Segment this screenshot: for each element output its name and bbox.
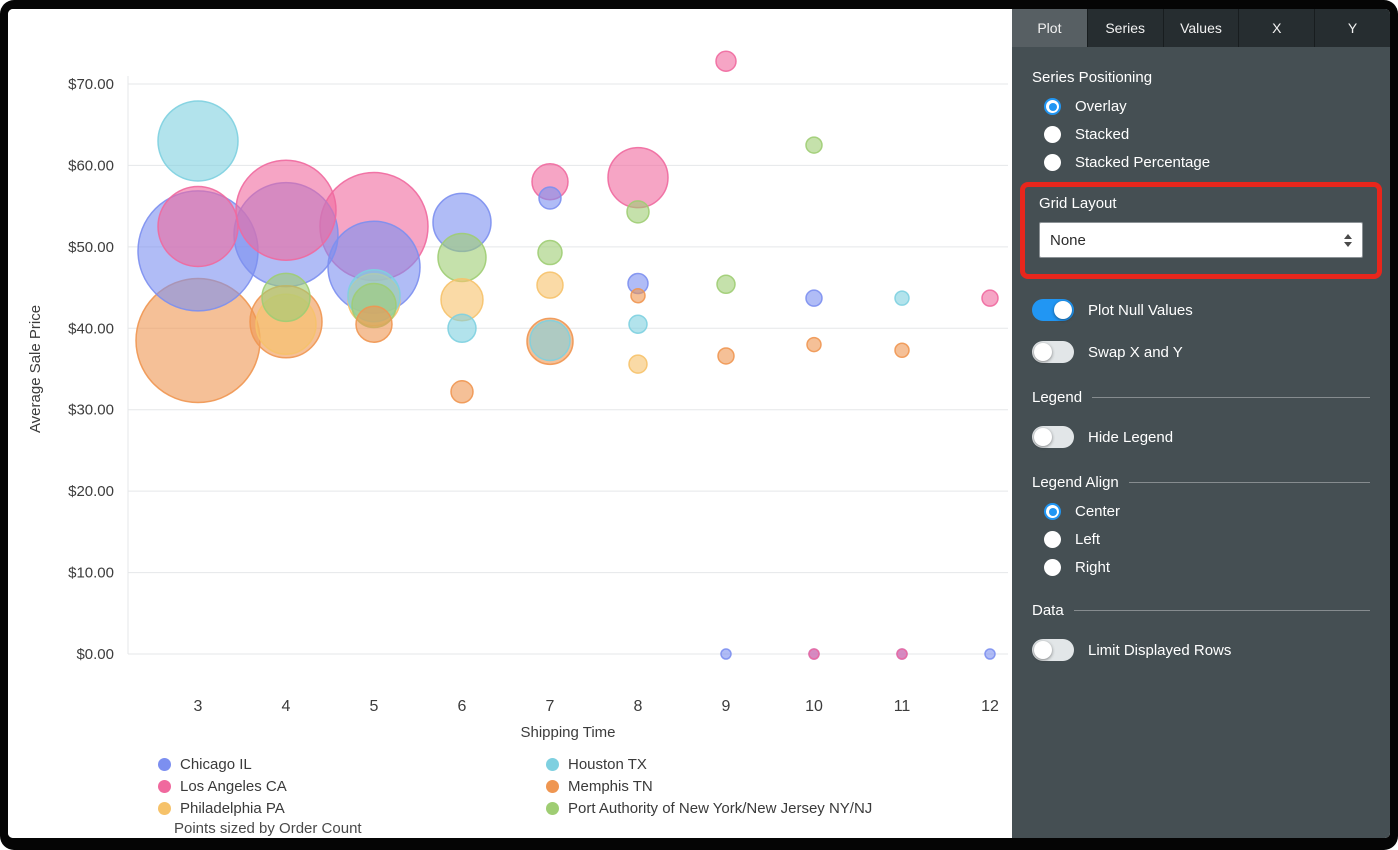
limit-rows-label: Limit Displayed Rows — [1088, 641, 1232, 659]
legend-label: Port Authority of New York/New Jersey NY… — [568, 800, 873, 817]
size-note: Points sized by Order Count — [174, 820, 362, 837]
legend-item[interactable]: Port Authority of New York/New Jersey NY… — [546, 799, 872, 818]
swap-x-y-label: Swap X and Y — [1088, 343, 1183, 361]
hide-legend-row: Hide Legend — [1032, 426, 1370, 448]
legend-swatch-icon — [158, 780, 171, 793]
legend-swatch-icon — [546, 780, 559, 793]
legend-label: Los Angeles CA — [180, 778, 287, 795]
toggle-knob — [1034, 343, 1052, 361]
plot-null-values-label: Plot Null Values — [1088, 301, 1193, 319]
panel-body: Series Positioning Overlay Stacked Stack… — [1012, 47, 1390, 699]
legend-item[interactable]: Philadelphia PA — [158, 799, 546, 818]
radio-overlay-label: Overlay — [1075, 98, 1127, 115]
legend-swatch-icon — [546, 802, 559, 815]
legend-swatch-icon — [158, 802, 171, 815]
svg-text:4: 4 — [282, 698, 291, 715]
swap-x-y-row: Swap X and Y — [1032, 341, 1370, 363]
tab-plot[interactable]: Plot — [1012, 9, 1087, 47]
legend-align-heading: Legend Align — [1032, 474, 1370, 491]
svg-text:9: 9 — [722, 698, 731, 715]
grid-layout-heading: Grid Layout — [1039, 195, 1117, 212]
hide-legend-toggle[interactable] — [1032, 426, 1074, 448]
legend-swatch-icon — [546, 758, 559, 771]
legend-item[interactable]: Memphis TN — [546, 777, 872, 796]
legend-column-2: Houston TX Memphis TN Port Authority of Ne… — [546, 755, 872, 818]
svg-text:12: 12 — [981, 698, 999, 715]
swap-x-y-toggle[interactable] — [1032, 341, 1074, 363]
radio-stacked-label: Stacked — [1075, 126, 1130, 143]
config-panel: Plot Series Values X Y Series Positionin… — [1012, 9, 1390, 838]
radio-right-label: Right — [1075, 559, 1111, 576]
series-positioning-heading: Series Positioning — [1032, 69, 1153, 86]
svg-text:Shipping Time: Shipping Time — [520, 724, 615, 741]
radio-left-control[interactable] — [1044, 531, 1061, 548]
grid-layout-selected-value: None — [1050, 231, 1086, 249]
svg-text:Average Sale Price: Average Sale Price — [27, 305, 44, 433]
toggle-knob — [1054, 301, 1072, 319]
legend-label: Memphis TN — [568, 778, 653, 795]
plot-null-values-row: Plot Null Values — [1032, 299, 1370, 321]
svg-text:$60.00: $60.00 — [68, 157, 114, 174]
window-content: $0.00 $10.00 $20.00 $30.00 $40.00 $50.00 $60.0… — [8, 9, 1390, 838]
legend-label: Chicago IL — [180, 756, 252, 773]
grid-layout-select[interactable]: None — [1039, 222, 1363, 258]
toggle-knob — [1034, 428, 1052, 446]
radio-overlay[interactable]: Overlay — [1044, 98, 1370, 115]
svg-text:5: 5 — [370, 698, 379, 715]
svg-text:10: 10 — [805, 698, 823, 715]
panel-tabs: Plot Series Values X Y — [1012, 9, 1390, 47]
radio-right[interactable]: Right — [1044, 559, 1370, 576]
radio-overlay-control[interactable] — [1044, 98, 1061, 115]
legend-item[interactable]: Los Angeles CA — [158, 777, 546, 796]
chart-legend: Chicago IL Los Angeles CA Philadelphia PA … — [158, 755, 1012, 818]
tab-y[interactable]: Y — [1314, 9, 1390, 47]
svg-text:$70.00: $70.00 — [68, 76, 114, 93]
toggle-knob — [1034, 641, 1052, 659]
svg-text:3: 3 — [194, 698, 203, 715]
tab-series[interactable]: Series — [1086, 9, 1163, 47]
radio-stacked-percentage-label: Stacked Percentage — [1075, 154, 1211, 171]
svg-text:$40.00: $40.00 — [68, 320, 114, 337]
legend-column-1: Chicago IL Los Angeles CA Philadelphia PA — [158, 755, 546, 818]
limit-rows-toggle[interactable] — [1032, 639, 1074, 661]
tab-values[interactable]: Values — [1162, 9, 1239, 47]
radio-stacked[interactable]: Stacked — [1044, 126, 1370, 143]
svg-text:6: 6 — [458, 698, 467, 715]
legend-label: Philadelphia PA — [180, 800, 285, 817]
svg-text:$50.00: $50.00 — [68, 239, 114, 256]
limit-rows-row: Limit Displayed Rows — [1032, 639, 1370, 661]
radio-right-control[interactable] — [1044, 559, 1061, 576]
legend-item[interactable]: Chicago IL — [158, 755, 546, 774]
svg-text:8: 8 — [634, 698, 643, 715]
svg-text:$20.00: $20.00 — [68, 483, 114, 500]
grid-layout-section-highlighted: Grid Layout None — [1020, 182, 1382, 279]
plot-null-values-toggle[interactable] — [1032, 299, 1074, 321]
select-arrows-icon — [1344, 233, 1352, 247]
svg-text:$0.00: $0.00 — [76, 646, 114, 663]
tab-x[interactable]: X — [1238, 9, 1314, 47]
legend-item[interactable]: Houston TX — [546, 755, 872, 774]
hide-legend-label: Hide Legend — [1088, 428, 1174, 446]
svg-text:$10.00: $10.00 — [68, 565, 114, 582]
radio-center-control[interactable] — [1044, 503, 1061, 520]
svg-text:7: 7 — [546, 698, 555, 715]
legend-heading: Legend — [1032, 389, 1370, 406]
radio-left-label: Left — [1075, 531, 1101, 548]
radio-stacked-control[interactable] — [1044, 126, 1061, 143]
legend-label: Houston TX — [568, 756, 647, 773]
svg-text:11: 11 — [894, 698, 911, 715]
bubble-chart: $0.00 $10.00 $20.00 $30.00 $40.00 $50.00 $60.0… — [27, 50, 1008, 741]
data-heading: Data — [1032, 602, 1370, 619]
radio-stacked-percentage-control[interactable] — [1044, 154, 1061, 171]
radio-center[interactable]: Center — [1044, 503, 1370, 520]
radio-left[interactable]: Left — [1044, 531, 1370, 548]
radio-center-label: Center — [1075, 503, 1121, 520]
radio-stacked-percentage[interactable]: Stacked Percentage — [1044, 154, 1370, 171]
svg-text:$30.00: $30.00 — [68, 402, 114, 419]
chart-area: $0.00 $10.00 $20.00 $30.00 $40.00 $50.00 $60.0… — [8, 9, 1012, 838]
legend-swatch-icon — [158, 758, 171, 771]
